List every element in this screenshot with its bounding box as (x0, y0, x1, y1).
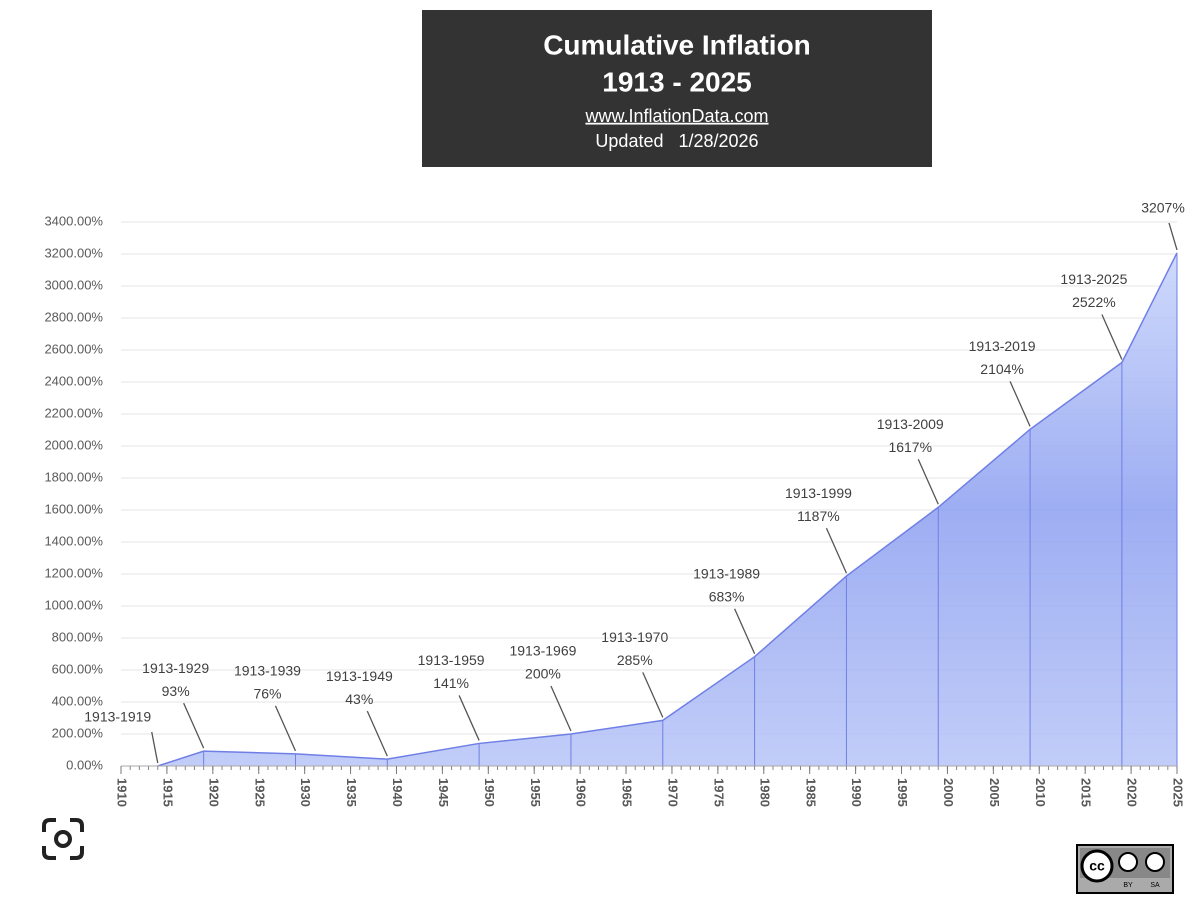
y-tick-label: 600.00% (52, 661, 104, 676)
x-tick-label: 1930 (298, 778, 313, 807)
value-label: 1187% (797, 508, 840, 524)
leader-line (366, 710, 388, 757)
value-label: 43% (345, 691, 373, 707)
updated-date: Updated 1/28/2026 (595, 131, 758, 151)
leader-line (550, 685, 572, 732)
x-tick-label: 1995 (895, 778, 910, 807)
leader-line (917, 459, 939, 505)
source-link[interactable]: www.InflationData.com (584, 106, 768, 126)
value-label: 76% (253, 686, 281, 702)
period-label: 1913-1989 (693, 565, 760, 581)
x-tick-label: 1940 (390, 778, 405, 807)
y-tick-label: 1000.00% (44, 597, 103, 612)
leader-line (151, 731, 159, 764)
badge-cc: cc (1089, 858, 1105, 874)
x-tick-label: 1910 (115, 778, 130, 807)
period-label: 1913-1969 (509, 643, 576, 659)
y-tick-label: 2200.00% (44, 405, 103, 420)
x-tick-label: 1945 (436, 778, 451, 807)
x-tick-label: 2000 (941, 778, 956, 807)
x-tick-label: 2010 (1033, 778, 1048, 807)
leader-line (642, 672, 664, 718)
x-tick-label: 1925 (252, 778, 267, 807)
value-label: 141% (433, 675, 469, 691)
x-tick-label: 1955 (528, 778, 543, 807)
x-tick-label: 2005 (987, 778, 1002, 807)
x-tick-label: 1950 (482, 778, 497, 807)
period-label: 1913-1999 (785, 485, 852, 501)
x-tick-label: 1920 (206, 778, 221, 807)
leader-line (1101, 314, 1123, 360)
period-label: 1913-2009 (877, 416, 944, 432)
value-label: 2522% (1072, 294, 1116, 310)
title-box (422, 10, 932, 167)
x-tick-label: 2015 (1079, 778, 1094, 807)
period-label: 1913-1970 (601, 629, 668, 645)
value-label: 683% (709, 588, 745, 604)
y-tick-label: 0.00% (66, 757, 103, 772)
y-tick-label: 400.00% (52, 693, 104, 708)
leader-line (734, 608, 756, 654)
y-tick-label: 3000.00% (44, 277, 103, 292)
y-tick-label: 2600.00% (44, 341, 103, 356)
value-label: 2104% (980, 361, 1024, 377)
area-fill (157, 252, 1177, 766)
x-tick-label: 1970 (666, 778, 681, 807)
y-tick-label: 2800.00% (44, 309, 103, 324)
period-label: 1913-1919 (84, 709, 151, 725)
y-tick-label: 3400.00% (44, 213, 103, 228)
y-tick-label: 2400.00% (44, 373, 103, 388)
plot-area: 0.00% 200.00% 400.00% 600.00% 800.00% 1000.00… (44, 200, 1185, 807)
y-tick-label: 2000.00% (44, 437, 103, 452)
period-label: 1913-1939 (234, 663, 301, 679)
x-tick-label: 1985 (803, 778, 818, 807)
period-label: 1913-1959 (418, 652, 485, 668)
y-tick-label: 1200.00% (44, 565, 103, 580)
period-label: 1913-1929 (142, 660, 209, 676)
area-line (157, 252, 1178, 767)
leader-line (274, 705, 297, 752)
value-label: 3207% (1141, 200, 1185, 216)
x-tick-label: 1980 (757, 778, 772, 807)
y-tick-label: 3200.00% (44, 245, 103, 260)
x-tick-label: 2025 (1171, 778, 1186, 807)
x-tick-label: 1915 (160, 778, 175, 807)
x-tick-label: 1975 (711, 778, 726, 807)
y-tick-label: 1800.00% (44, 469, 103, 484)
leader-line (1168, 222, 1178, 251)
y-tick-label: 1400.00% (44, 533, 103, 548)
value-label: 1617% (888, 439, 932, 455)
chart-title: Cumulative Inflation (543, 29, 811, 60)
y-tick-label: 1600.00% (44, 501, 103, 516)
period-label: 1913-2025 (1060, 271, 1127, 287)
y-tick-label: 200.00% (52, 725, 104, 740)
x-tick-label: 1935 (344, 778, 359, 807)
x-tick-label: 1965 (620, 778, 635, 807)
badge-sa: SA (1150, 882, 1160, 889)
period-label: 1913-1949 (326, 668, 393, 684)
camera-icon (42, 818, 84, 860)
leader-line (1009, 381, 1031, 427)
x-tick-label: 2020 (1125, 778, 1140, 807)
chart-subtitle: 1913 - 2025 (602, 66, 751, 97)
period-label: 1913-2019 (969, 338, 1036, 354)
value-label: 285% (617, 652, 653, 668)
value-label: 200% (525, 666, 561, 682)
value-label: 93% (162, 683, 190, 699)
y-tick-label: 800.00% (52, 629, 104, 644)
leader-line (183, 702, 205, 749)
cc-badge: cc BY SA (1076, 844, 1174, 894)
leader-line (825, 527, 848, 574)
leader-line (458, 695, 480, 741)
badge-by: BY (1123, 882, 1133, 889)
x-tick-label: 1960 (574, 778, 589, 807)
x-tick-label: 1990 (849, 778, 864, 807)
